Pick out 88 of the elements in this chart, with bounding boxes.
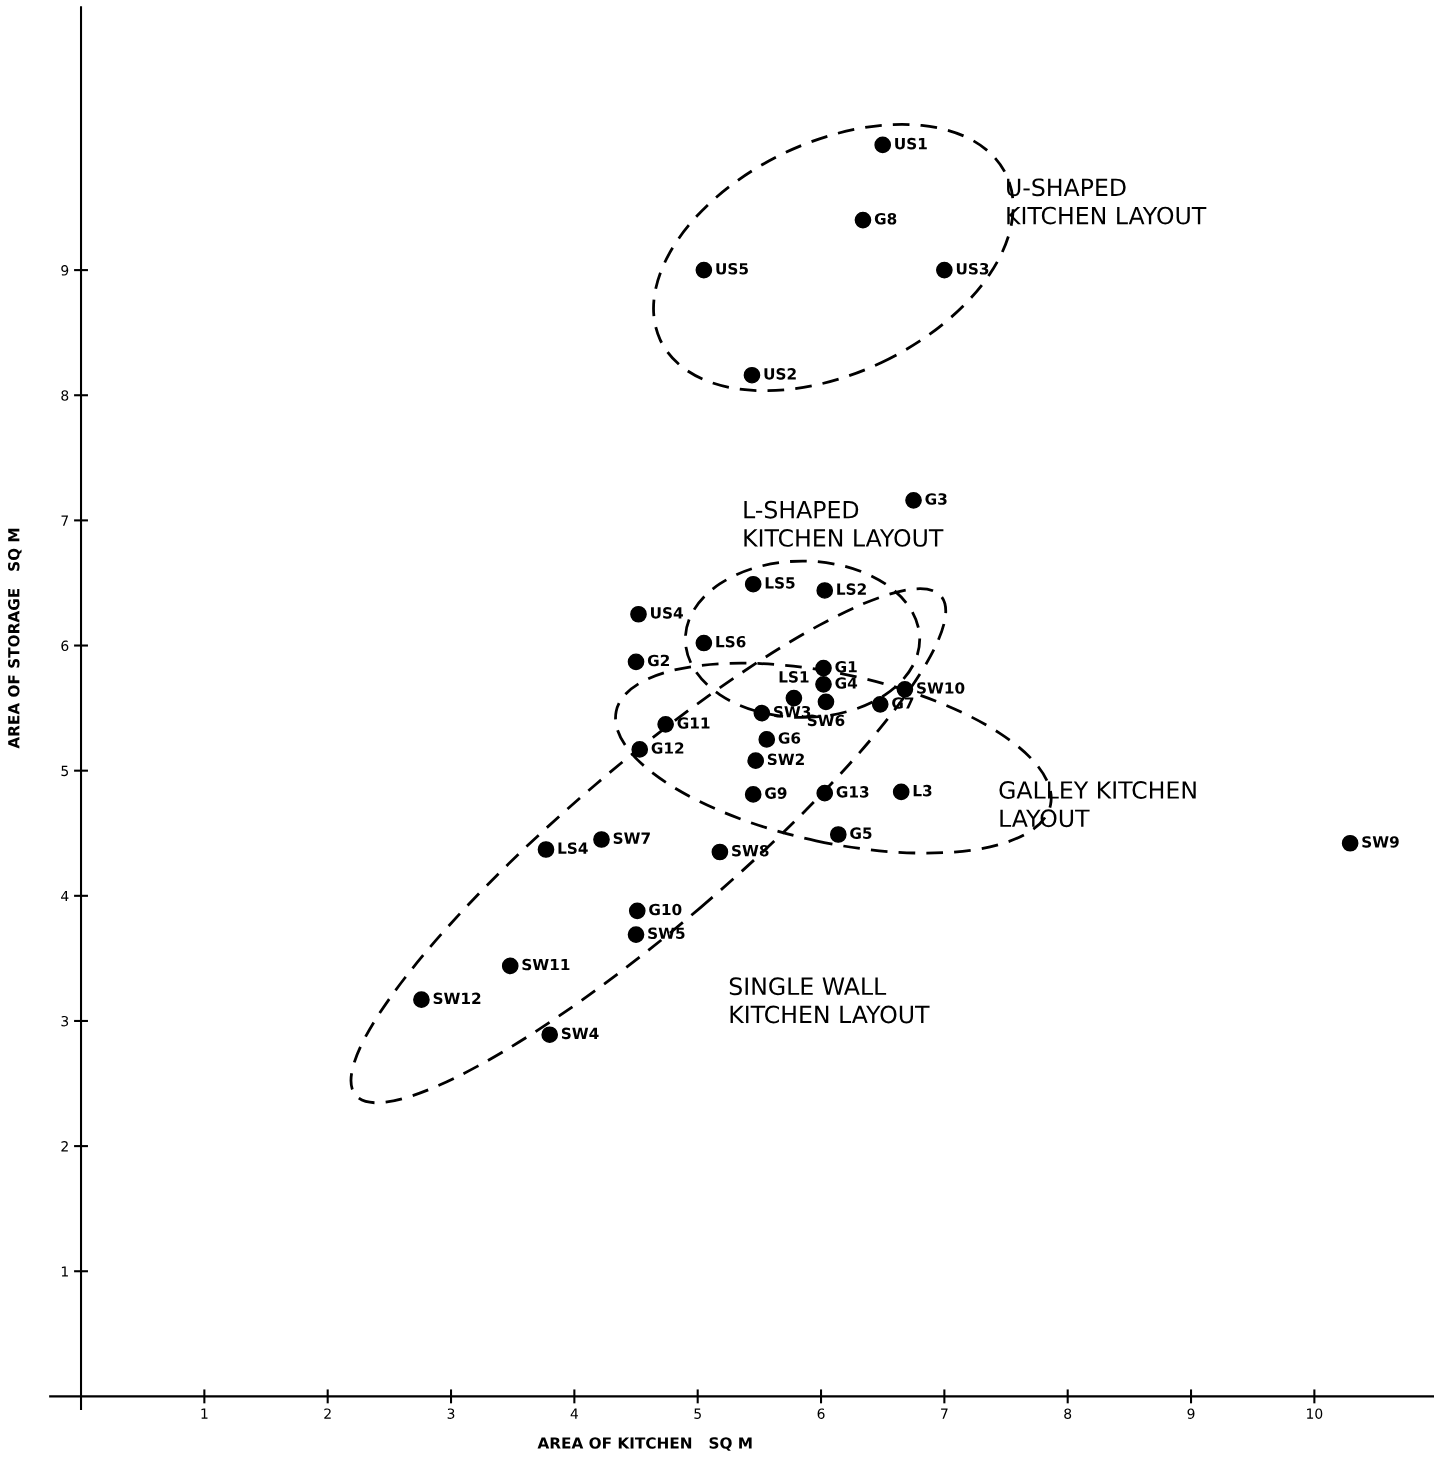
data-label: US3 [956,262,989,275]
point [816,582,834,599]
data-label: SW10 [917,682,965,694]
point [501,957,519,975]
point [817,693,835,711]
data-label: US4 [651,607,683,619]
point [815,659,832,677]
y-tick-label: 6 [61,640,69,651]
point [537,841,555,858]
x-tick-label: 6 [817,1408,825,1419]
data-label: LS5 [765,577,795,589]
point [744,786,762,803]
x-tick-label: 4 [570,1408,578,1419]
data-label: SW11 [522,958,570,971]
data-label: LS1 [779,671,809,683]
point [631,741,649,758]
point [758,731,776,748]
point [747,752,764,769]
data-label: SW5 [648,927,685,940]
data-label: SW7 [613,832,650,844]
data-label: US2 [764,368,796,380]
data-label: SW9 [1362,836,1399,848]
annotation: GALLEY KITCHEN LAYOUT [999,781,1196,828]
data-label: G5 [850,827,872,839]
y-tick-label: 4 [61,890,69,902]
point [628,902,646,920]
data-label: LS6 [716,635,746,648]
x-tick-label: 5 [694,1408,701,1419]
point [1341,834,1359,852]
data-label: US1 [895,137,927,150]
point [630,605,647,623]
data-label: SW12 [433,992,481,1005]
data-label: G10 [649,903,682,916]
x-tick-label: 1 [201,1408,208,1419]
point [627,653,645,671]
x-tick-label: 9 [1187,1408,1195,1419]
annotation: SINGLE WALL KITCHEN LAYOUT [729,977,930,1024]
data-label: G2 [647,654,669,667]
y-tick-label: 2 [61,1141,68,1152]
point [695,634,713,652]
x-tick-label: 8 [1064,1408,1072,1419]
point [593,831,610,848]
point [711,843,729,861]
y-axis-title: AREA OF STORAGE SQ M [8,528,22,749]
x-axis-title: AREA OF KITCHEN SQ M [537,1437,752,1451]
point [874,136,892,154]
data-label: G1 [835,660,857,673]
point [936,261,953,279]
point [905,492,922,509]
data-label: G12 [651,742,684,754]
data-label: G4 [835,677,858,689]
x-tick-label: 7 [941,1408,948,1419]
y-tick-label: 3 [61,1015,69,1027]
data-label: LS2 [837,583,866,595]
data-label: G13 [836,786,869,798]
point [892,783,910,801]
data-label: G11 [677,717,710,729]
data-label: SW4 [561,1027,599,1040]
x-tick-label: 2 [324,1408,331,1419]
point [829,826,847,843]
data-label: US5 [716,262,748,275]
data-label: SW2 [767,753,804,766]
data-label: LS4 [558,842,588,854]
data-label: G9 [765,787,787,799]
point [871,696,889,713]
y-tick-label: 7 [61,515,69,526]
point [896,680,914,698]
point [815,675,832,693]
point [743,366,761,384]
point [785,689,803,707]
point [657,716,674,733]
point [753,704,771,722]
data-label: G8 [874,212,897,225]
point [627,926,645,943]
x-tick-label: 3 [447,1408,455,1419]
point [854,211,872,229]
y-tick-label: 1 [61,1266,68,1277]
point [695,261,713,279]
y-tick-label: 8 [61,390,69,401]
x-tick-label: 10 [1307,1408,1323,1419]
data-label: L3 [913,784,932,797]
y-tick-label: 9 [61,265,69,276]
point [816,784,834,802]
data-label: G6 [778,732,801,744]
point [744,575,762,593]
point [541,1026,559,1044]
y-tick-label: 5 [61,765,68,777]
point [413,991,430,1009]
